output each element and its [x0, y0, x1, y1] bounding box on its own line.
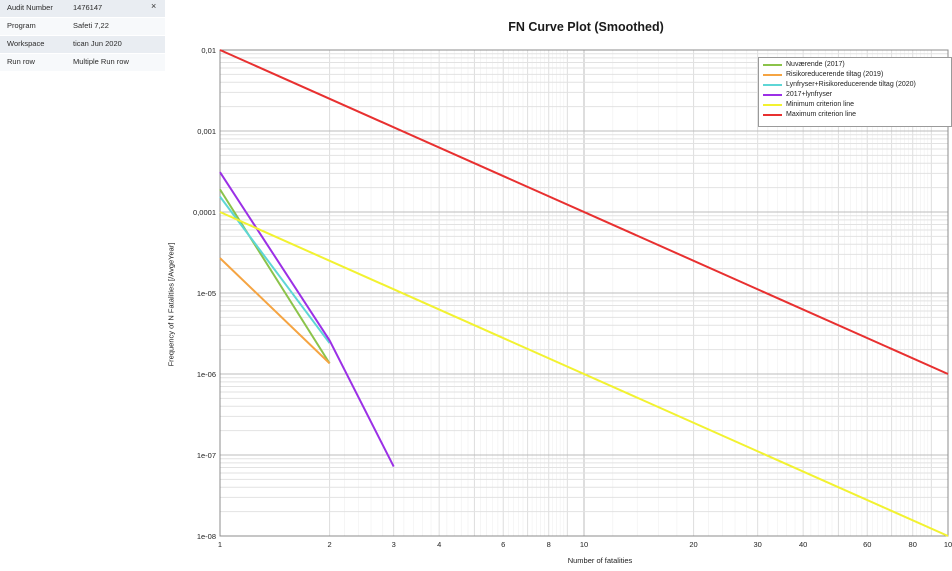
y-tick-label: 1e-08 [197, 532, 216, 541]
y-tick-label: 1e-06 [197, 370, 216, 379]
info-value: Safeti 7,22 [73, 21, 109, 30]
y-tick-label: 1e-05 [197, 289, 216, 298]
chart-legend: Nuværende (2017) Risikoreducerende tilta… [758, 57, 952, 127]
audit-info-panel: Audit Number 1476147 × Program Safeti 7,… [0, 0, 165, 72]
legend-item: Lynfryser+Risikoreducerende tiltag (2020… [759, 80, 951, 90]
chart-title: FN Curve Plot (Smoothed) [508, 20, 664, 34]
x-tick-label: 2 [327, 540, 331, 549]
legend-label: Lynfryser+Risikoreducerende tiltag (2020… [786, 81, 916, 88]
x-tick-label: 3 [392, 540, 396, 549]
info-key: Audit Number [7, 3, 53, 12]
legend-swatch [763, 74, 782, 76]
x-tick-label: 6 [501, 540, 505, 549]
info-row-workspace: Workspace tican Jun 2020 [0, 36, 165, 54]
plot-area-frame [219, 49, 949, 537]
legend-swatch [763, 64, 782, 66]
legend-label: Nuværende (2017) [786, 61, 845, 68]
x-tick-label: 4 [437, 540, 441, 549]
info-key: Workspace [7, 39, 45, 48]
info-value: tican Jun 2020 [73, 39, 122, 48]
y-tick-label: 1e-07 [197, 451, 216, 460]
info-value: Multiple Run row [73, 57, 129, 66]
legend-swatch [763, 84, 782, 86]
series-line-1 [219, 257, 331, 365]
x-tick-label: 1 [218, 540, 222, 549]
info-row-audit-number: Audit Number 1476147 × [0, 0, 165, 18]
x-tick-label: 10 [580, 540, 588, 549]
series-line-5 [219, 49, 949, 375]
x-tick-label: 40 [799, 540, 807, 549]
x-tick-label: 60 [863, 540, 871, 549]
legend-label: Maximum criterion line [786, 111, 857, 118]
legend-item: Nuværende (2017) [759, 60, 951, 70]
series-lines [219, 49, 949, 537]
legend-label: Risikoreducerende tiltag (2019) [786, 71, 884, 78]
series-line-3 [219, 171, 395, 468]
close-icon[interactable]: × [151, 1, 157, 11]
info-value: 1476147 [73, 3, 103, 12]
legend-swatch [763, 104, 782, 106]
x-tick-label: 20 [689, 540, 697, 549]
x-tick-label: 30 [754, 540, 762, 549]
y-tick-label: 0,001 [197, 127, 216, 136]
legend-item: Risikoreducerende tiltag (2019) [759, 70, 951, 80]
legend-item: Maximum criterion line [759, 110, 951, 120]
legend-swatch [763, 94, 782, 96]
legend-label: Minimum criterion line [786, 101, 855, 108]
info-row-program: Program Safeti 7,22 [0, 18, 165, 36]
y-axis-label: Frequency of N Fatalities [/AvgeYear] [166, 242, 176, 367]
x-tick-label: 80 [909, 540, 917, 549]
x-tick-label: 8 [547, 540, 551, 549]
y-tick-label: 0,0001 [193, 208, 216, 217]
series-line-0 [219, 188, 331, 364]
legend-swatch [763, 114, 782, 116]
info-key: Run row [7, 57, 35, 66]
x-tick-label: 10 [944, 540, 952, 549]
legend-item: 2017+lynfryser [759, 90, 951, 100]
tick-labels: 1 2 3 4 6 8 10 20 30 40 60 80 10 0,01 0,001 0,0001 1e-05… [193, 46, 952, 549]
x-axis-label: Number of fatalities [567, 556, 633, 565]
info-row-run-row: Run row Multiple Run row [0, 54, 165, 72]
y-tick-label: 0,01 [201, 46, 216, 55]
legend-label: 2017+lynfryser [786, 91, 833, 98]
series-line-4 [219, 211, 949, 537]
legend-item: Minimum criterion line [759, 100, 951, 110]
info-key: Program [7, 21, 36, 30]
